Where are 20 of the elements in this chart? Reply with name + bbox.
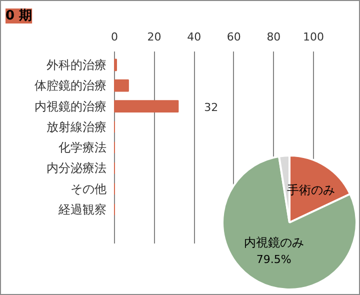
data-label: 79.5%	[256, 252, 292, 266]
bar	[114, 100, 179, 112]
x-tick-label: 60	[226, 30, 241, 44]
data-label: 32	[204, 100, 218, 114]
chart-title: 0 期	[6, 8, 32, 24]
bar	[114, 79, 129, 92]
y-tick-label: その他	[70, 182, 106, 196]
y-tick-label: 放射線治療	[46, 120, 106, 134]
x-tick-label: 0	[111, 30, 118, 44]
x-tick-label: 40	[187, 30, 202, 44]
y-tick-label: 化学療法	[58, 140, 106, 155]
x-tick-label: 100	[303, 30, 324, 44]
y-tick-label: 外科的治療	[46, 58, 106, 72]
x-tick-label: 80	[266, 30, 281, 44]
y-tick-label: 内視鏡的治療	[34, 99, 106, 114]
y-tick-label: 体腔鏡的治療	[34, 78, 106, 93]
y-tick-label: 経過観察	[58, 202, 106, 217]
x-tick-label: 20	[147, 30, 162, 44]
y-tick-label: 内分泌療法	[46, 161, 106, 176]
slice-label: 内視鏡のみ	[244, 235, 304, 250]
